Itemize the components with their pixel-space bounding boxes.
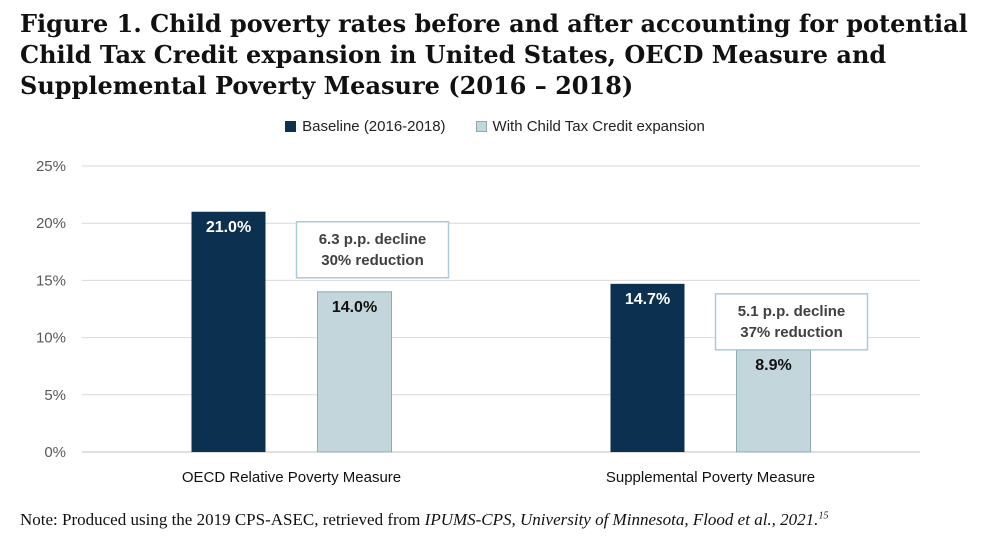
y-tick-label: 0% <box>44 444 66 461</box>
y-tick-label: 25% <box>36 158 66 175</box>
legend-label-baseline: Baseline (2016-2018) <box>302 118 446 135</box>
bar-baseline <box>191 211 266 452</box>
legend-swatch-expansion <box>475 121 487 132</box>
annotation-text: 30% reduction <box>321 252 424 269</box>
annotation-text: 6.3 p.p. decline <box>319 231 427 248</box>
note-prefix: Note: Produced using the 2019 CPS-ASEC, … <box>20 510 425 529</box>
x-category-label: OECD Relative Poverty Measure <box>182 469 401 486</box>
y-tick-label: 15% <box>36 272 66 289</box>
data-label-baseline: 14.7% <box>625 291 670 308</box>
bar-chart: 0% 5% 10% 15% 20% 25% 21.0% 14.0% OECD Relative … <box>36 158 920 486</box>
legend-item-baseline: Baseline (2016-2018) <box>285 118 446 135</box>
legend-item-expansion: With Child Tax Credit expansion <box>475 118 705 135</box>
y-tick-label: 5% <box>44 387 66 404</box>
source-note: Note: Produced using the 2019 CPS-ASEC, … <box>20 510 980 530</box>
note-source: IPUMS-CPS, University of Minnesota, Floo… <box>424 510 819 529</box>
chart-legend: Baseline (2016-2018) With Child Tax Cred… <box>0 118 990 135</box>
bar-baseline <box>610 283 685 452</box>
annotation-box <box>714 293 869 351</box>
annotation-box <box>295 221 450 279</box>
data-label-baseline: 21.0% <box>206 219 251 236</box>
note-ref: 15 <box>818 510 829 522</box>
data-label-expansion: 8.9% <box>755 357 791 374</box>
y-tick-label: 20% <box>36 215 66 232</box>
annotation-text: 37% reduction <box>740 324 843 341</box>
figure-title: Figure 1. Child poverty rates before and… <box>20 9 968 100</box>
bar-expansion <box>736 349 811 453</box>
legend-label-expansion: With Child Tax Credit expansion <box>492 118 705 135</box>
legend-swatch-baseline <box>285 121 297 132</box>
y-tick-label: 10% <box>36 330 66 347</box>
bar-expansion <box>317 291 392 453</box>
x-category-label: Supplemental Poverty Measure <box>606 469 815 486</box>
data-label-expansion: 14.0% <box>332 299 377 316</box>
annotation-text: 5.1 p.p. decline <box>738 303 846 320</box>
